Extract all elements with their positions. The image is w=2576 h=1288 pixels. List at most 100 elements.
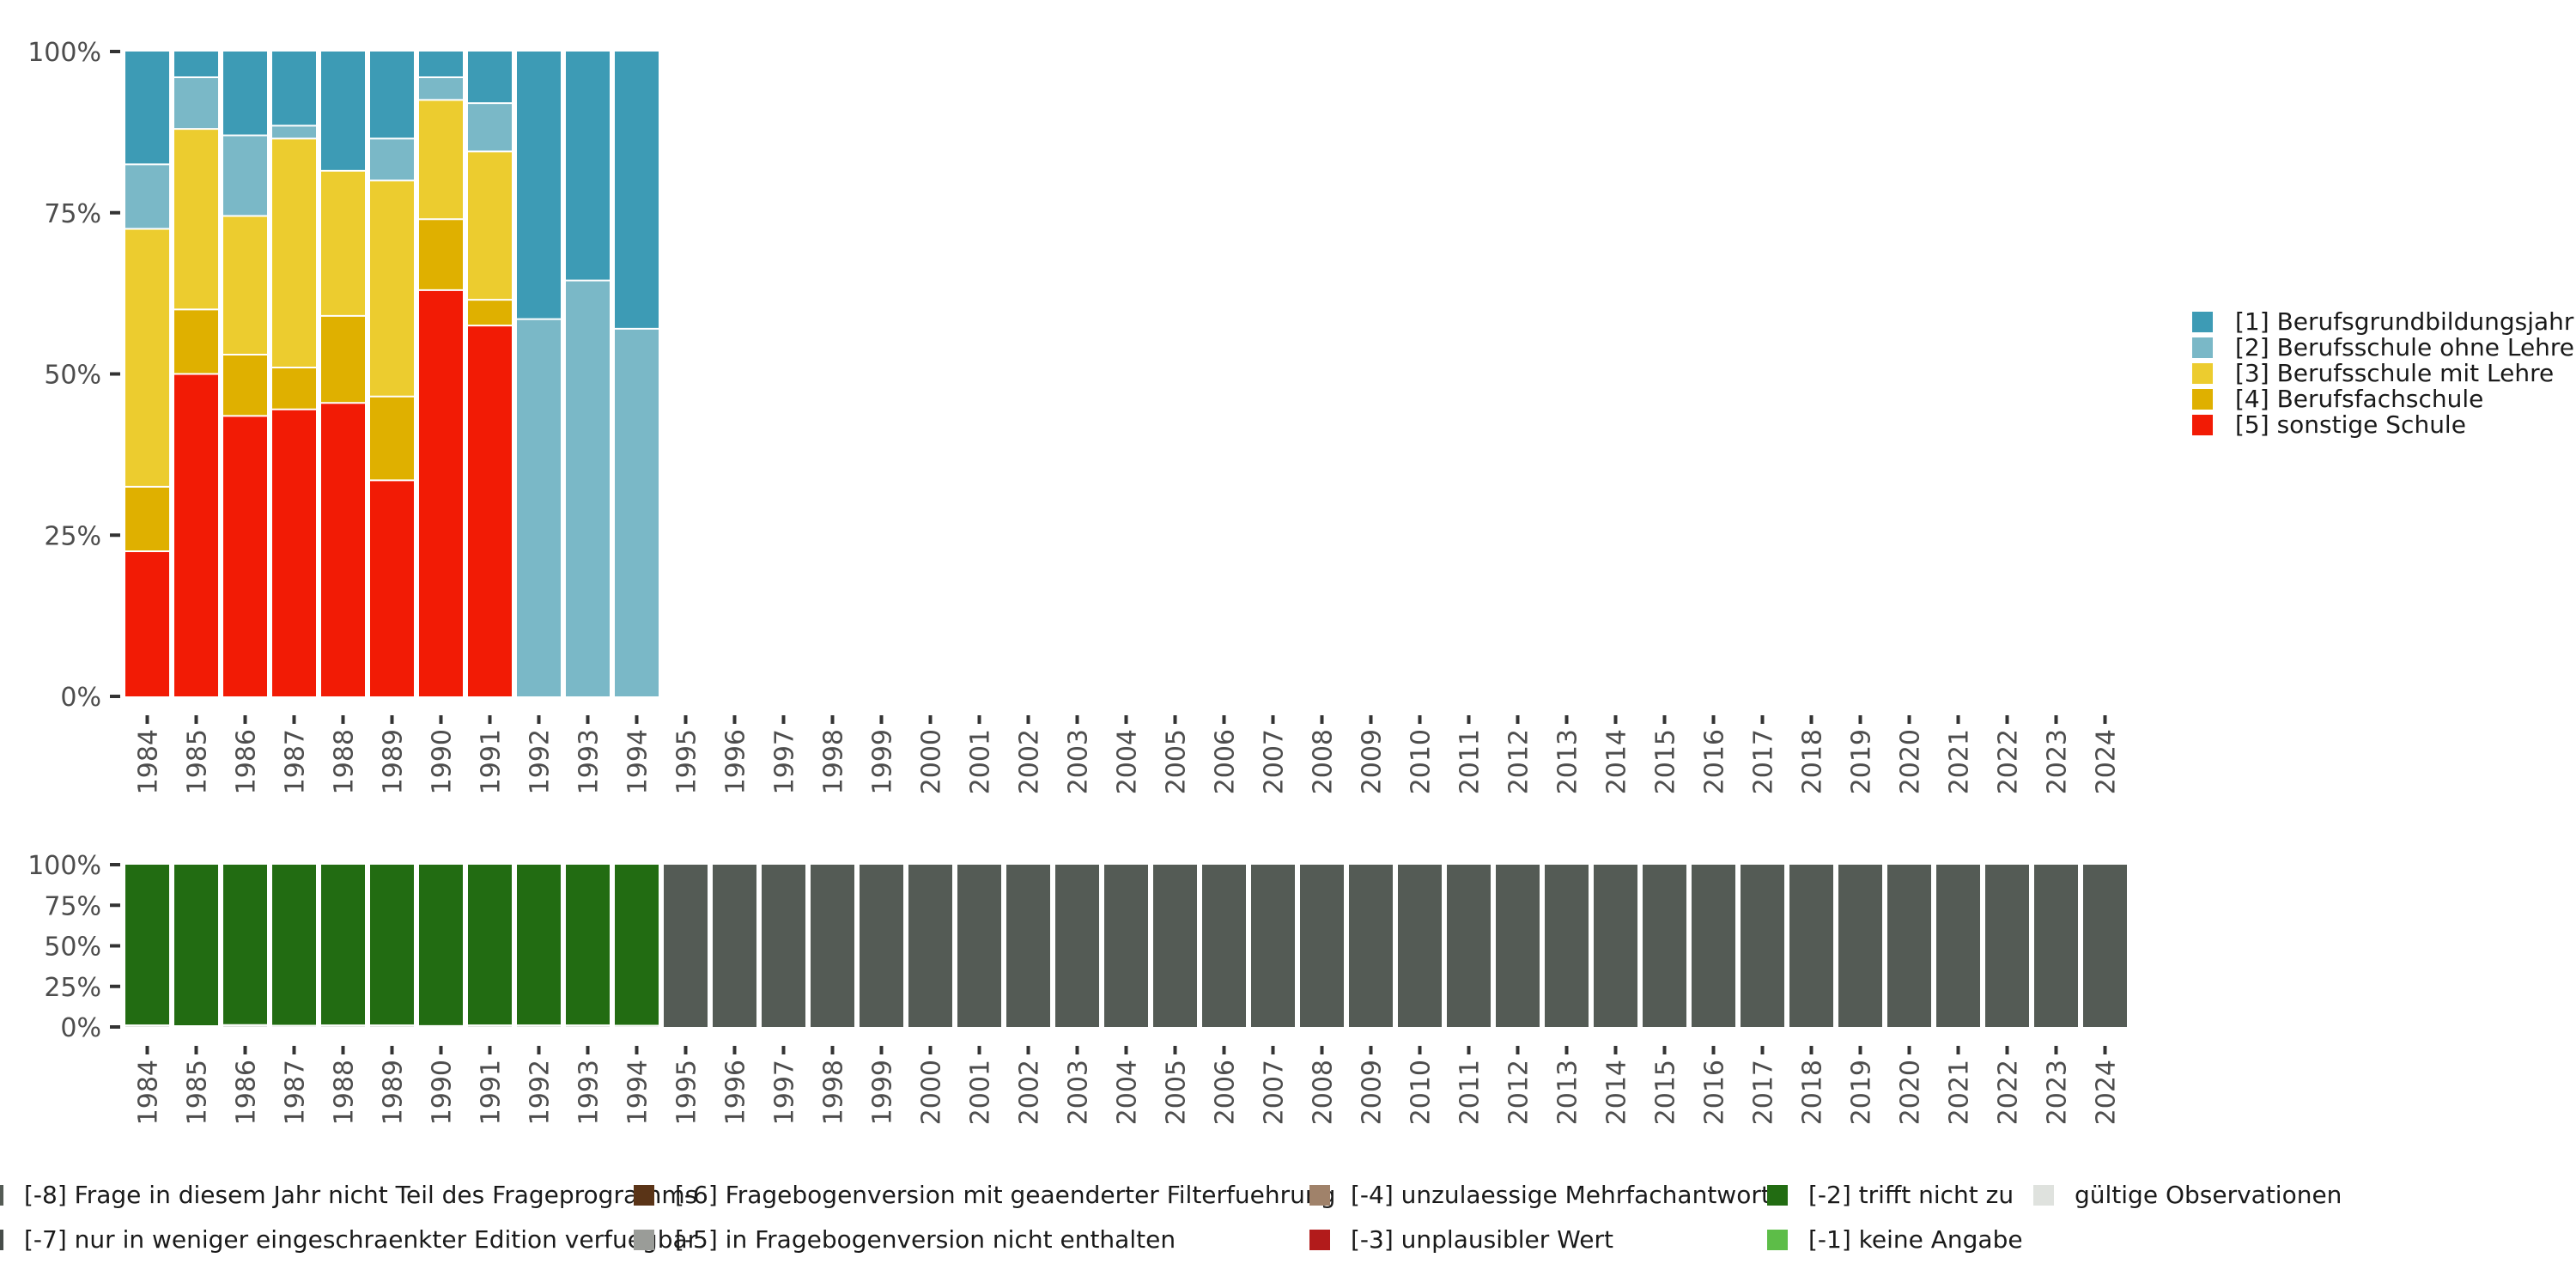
bottom-x-tick-label: 1992 (526, 1060, 556, 1125)
top-y-tick-label: 75% (44, 199, 101, 229)
bottom-bar-segment (1545, 865, 1589, 1027)
top-x-tick-label: 2005 (1162, 729, 1192, 794)
bottom-x-tick-label: 2015 (1651, 1060, 1681, 1125)
bottom-bar-segment (1447, 865, 1491, 1027)
legend-key (1767, 1230, 1788, 1250)
bottom-bar-segment (1349, 865, 1393, 1027)
top-bar-segment (174, 52, 218, 78)
top-bar-segment (370, 396, 414, 481)
legend-label: [-6] Fragebogenversion mit geaenderter F… (675, 1181, 1335, 1209)
top-x-tick-label: 1987 (281, 729, 311, 794)
bottom-x-tick-label: 2022 (1994, 1060, 2024, 1125)
bottom-bar-segment (860, 865, 903, 1027)
bottom-x-tick-label: 2009 (1358, 1060, 1388, 1125)
bottom-x-tick-label: 2008 (1309, 1060, 1339, 1125)
top-panel: 0% 25% 50% 75% 100% 1984 1985 1986 1987 1988 1989 1… (27, 38, 2121, 794)
top-bar-segment (223, 416, 267, 696)
bottom-x-tick-label: 2016 (1700, 1060, 1730, 1125)
top-y-tick-label: 100% (27, 38, 101, 68)
top-x-tick-label: 2002 (1015, 729, 1045, 794)
bottom-bar-segment (2034, 865, 2078, 1027)
bottom-bar-segment (321, 865, 365, 1026)
top-x-tick-label: 1984 (134, 729, 164, 794)
bottom-bar-segment (664, 865, 708, 1027)
bottom-x-tick-label: 2017 (1749, 1060, 1779, 1125)
top-bar-segment (272, 409, 316, 696)
bottom-bar-segment (1789, 865, 1833, 1027)
bottom-x-tick-label: 2014 (1602, 1060, 1632, 1125)
bottom-y-tick-label: 100% (27, 851, 101, 881)
top-x-tick-label: 2009 (1358, 729, 1388, 794)
top-bar-segment (370, 52, 414, 139)
bottom-x-tick-label: 1990 (428, 1060, 458, 1125)
top-x-tick-label: 2017 (1749, 729, 1779, 794)
top-x-tick-label: 2000 (917, 729, 947, 794)
legend-key (1309, 1230, 1330, 1250)
bottom-bar-segment (174, 865, 218, 1027)
top-x-tick-label: 1989 (379, 729, 409, 794)
legend-label: [4] Berufsfachschule (2235, 385, 2483, 413)
legend-key (2033, 1185, 2054, 1206)
bottom-bar-segment (1838, 865, 1882, 1027)
top-bar-segment (468, 325, 512, 696)
top-y-tick-label: 25% (44, 521, 101, 551)
top-bar-segment (125, 228, 169, 487)
top-bar-segment (468, 103, 512, 152)
top-bar-segment (419, 77, 463, 100)
bottom-x-tick-label: 1988 (330, 1060, 360, 1125)
top-bar-segment (468, 151, 512, 301)
top-x-tick-label: 1994 (623, 729, 653, 794)
top-bar-segment (321, 403, 365, 696)
bottom-bar-segment (1398, 865, 1442, 1027)
bottom-x-tick-label: 1994 (623, 1060, 653, 1125)
bottom-x-tick-label: 1997 (770, 1060, 800, 1125)
bottom-x-tick-label: 2000 (917, 1060, 947, 1125)
legend-label: [-2] trifft nicht zu (1808, 1181, 2014, 1209)
top-x-tick-label: 1992 (526, 729, 556, 794)
top-x-tick-label: 1996 (721, 729, 751, 794)
top-x-tick-label: 1993 (574, 729, 605, 794)
bottom-bar-segment (223, 1024, 267, 1027)
bottom-x-tick-label: 2006 (1211, 1060, 1241, 1125)
top-x-tick-label: 2012 (1504, 729, 1534, 794)
top-x-tick-label: 2022 (1994, 729, 2024, 794)
top-bar-segment (517, 52, 561, 319)
bottom-x-tick-label: 2019 (1847, 1060, 1877, 1125)
bottom-x-tick-label: 1998 (819, 1060, 849, 1125)
top-bar-segment (223, 354, 267, 416)
top-x-tick-label: 1999 (868, 729, 898, 794)
top-bar-segment (174, 77, 218, 130)
legend-label: [-4] unzulaessige Mehrfachantwort (1351, 1181, 1771, 1209)
bottom-bar-segment (908, 865, 952, 1027)
bottom-bar-segment (957, 865, 1001, 1027)
top-bar-segment (615, 52, 659, 329)
top-bar-segment (321, 52, 365, 171)
bottom-x-tick-label: 1995 (672, 1060, 702, 1125)
bottom-x-tick-label: 2010 (1406, 1060, 1437, 1125)
bottom-x-tick-label: 2003 (1064, 1060, 1094, 1125)
bottom-bar-segment (1985, 865, 2029, 1027)
bottom-x-tick-label: 1993 (574, 1060, 605, 1125)
bottom-x-tick-label: 1991 (477, 1060, 507, 1125)
bottom-bar-segment (1496, 865, 1540, 1027)
legend-key (634, 1230, 654, 1250)
legend-label: [2] Berufsschule ohne Lehre (2235, 333, 2574, 361)
bottom-bar-segment (1936, 865, 1980, 1027)
bottom-x-tick-label: 2024 (2092, 1060, 2122, 1125)
bottom-x-tick-label: 2013 (1553, 1060, 1583, 1125)
legend-key (2192, 415, 2213, 435)
top-x-tick-label: 2019 (1847, 729, 1877, 794)
top-x-tick-label: 2004 (1113, 729, 1143, 794)
top-x-tick-label: 2014 (1602, 729, 1632, 794)
legend-label: [-8] Frage in diesem Jahr nicht Teil des… (24, 1181, 697, 1209)
bottom-x-tick-label: 1987 (281, 1060, 311, 1125)
bottom-bar-segment (566, 865, 610, 1026)
legend-label: [-7] nur in weniger eingeschraenkter Edi… (24, 1225, 698, 1254)
top-y-tick-label: 50% (44, 361, 101, 391)
top-bar-segment (174, 309, 218, 374)
top-x-tick-label: 1995 (672, 729, 702, 794)
bottom-x-tick-label: 2007 (1260, 1060, 1290, 1125)
legend-key (0, 1230, 3, 1250)
top-x-tick-label: 2023 (2043, 729, 2073, 794)
